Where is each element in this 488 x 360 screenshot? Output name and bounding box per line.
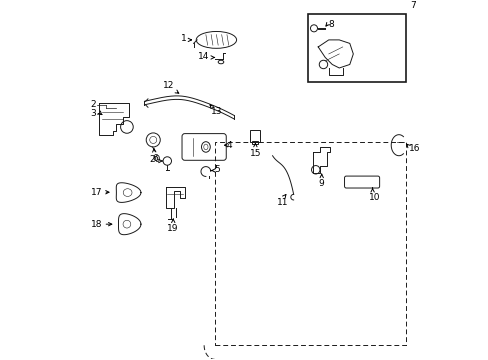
Text: 15: 15: [249, 149, 261, 158]
Text: 6: 6: [152, 154, 158, 163]
Text: 17: 17: [91, 188, 102, 197]
Text: 19: 19: [166, 224, 178, 233]
Text: 1: 1: [181, 33, 186, 42]
Bar: [252, 141, 257, 144]
Text: 11: 11: [277, 198, 288, 207]
Text: 20: 20: [148, 155, 160, 164]
Text: 2: 2: [90, 100, 96, 109]
Text: 12: 12: [163, 81, 174, 90]
Text: 16: 16: [408, 144, 419, 153]
Text: 3: 3: [90, 109, 96, 118]
Text: 5: 5: [214, 165, 220, 174]
Text: 10: 10: [368, 193, 379, 202]
Text: 13: 13: [211, 107, 222, 116]
Text: 18: 18: [91, 220, 102, 229]
Text: 9: 9: [318, 179, 324, 188]
Text: 4: 4: [226, 141, 232, 150]
Bar: [249, 130, 260, 142]
Text: 8: 8: [327, 19, 333, 28]
Bar: [307, 14, 405, 82]
Text: 14: 14: [198, 51, 209, 60]
Text: 7: 7: [409, 1, 415, 10]
